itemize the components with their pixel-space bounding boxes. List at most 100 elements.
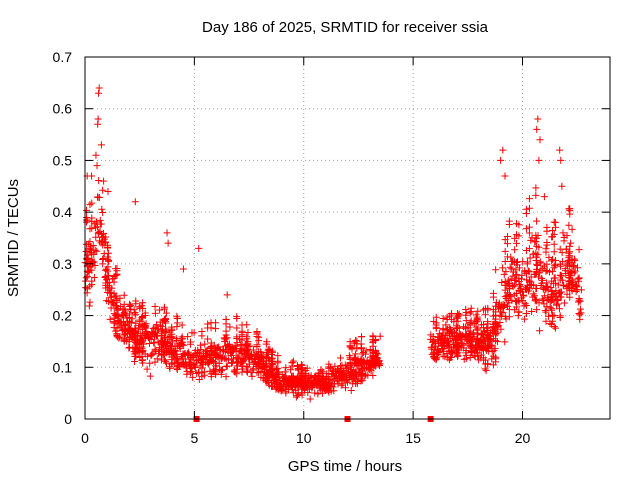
y-tick-label: 0: [64, 411, 72, 427]
data-point: [533, 306, 541, 314]
data-point: [559, 229, 567, 237]
data-point: [151, 309, 159, 317]
data-point: [223, 334, 231, 342]
data-point: [86, 201, 94, 209]
data-point: [557, 288, 565, 296]
data-point: [481, 356, 489, 364]
data-point: [561, 299, 569, 307]
data-point: [503, 240, 511, 248]
data-point: [551, 218, 559, 226]
data-point: [233, 339, 241, 347]
data-point: [575, 296, 583, 304]
data-point: [298, 391, 306, 399]
data-point: [207, 324, 215, 332]
data-point: [458, 340, 466, 348]
data-point: [143, 365, 151, 373]
data-point: [518, 271, 526, 279]
data-point: [106, 315, 114, 323]
data-point: [548, 305, 556, 313]
data-point: [82, 277, 90, 285]
data-point: [264, 353, 272, 361]
data-point: [218, 367, 226, 375]
y-tick-label: 0.4: [53, 204, 73, 220]
data-point: [541, 292, 549, 300]
data-point: [473, 313, 481, 321]
data-point: [210, 341, 218, 349]
data-point: [99, 209, 107, 217]
data-point: [576, 311, 584, 319]
x-tick-label: 15: [405, 430, 421, 446]
data-point: [130, 306, 138, 314]
data-point: [571, 257, 579, 265]
data-point: [575, 274, 583, 282]
data-point: [86, 298, 94, 306]
data-point: [543, 282, 551, 290]
data-point: [168, 325, 176, 333]
data-point: [184, 333, 192, 341]
data-point: [330, 387, 338, 395]
data-point: [508, 296, 516, 304]
data-point: [566, 248, 574, 256]
data-point: [86, 238, 94, 246]
data-point: [481, 311, 489, 319]
data-point: [532, 184, 540, 192]
data-point: [246, 342, 254, 350]
data-point: [474, 307, 482, 315]
data-point: [519, 292, 527, 300]
data-point: [563, 232, 571, 240]
data-point: [550, 323, 558, 331]
data-point: [549, 267, 557, 275]
data-point: [93, 218, 101, 226]
data-point: [186, 369, 194, 377]
data-point: [253, 328, 261, 336]
data-point: [550, 248, 558, 256]
data-point: [543, 260, 551, 268]
data-point: [470, 333, 478, 341]
data-point: [110, 278, 118, 286]
data-point: [467, 304, 475, 312]
data-point: [526, 254, 534, 262]
data-point: [358, 344, 366, 352]
data-point: [308, 384, 316, 392]
data-point: [506, 285, 514, 293]
data-point: [493, 338, 501, 346]
data-point: [442, 321, 450, 329]
data-point: [535, 156, 543, 164]
data-point: [532, 191, 540, 199]
data-point: [162, 327, 170, 335]
data-point: [474, 317, 482, 325]
data-point: [545, 253, 553, 261]
data-point: [95, 176, 103, 184]
data-point: [361, 372, 369, 380]
data-point: [488, 348, 496, 356]
data-point: [91, 246, 99, 254]
data-point: [249, 366, 257, 374]
data-point: [554, 300, 562, 308]
data-point: [188, 368, 196, 376]
data-point: [550, 240, 558, 248]
data-point: [493, 323, 501, 331]
data-point: [293, 392, 301, 400]
data-point: [93, 247, 101, 255]
data-point: [90, 250, 98, 258]
data-point: [90, 273, 98, 281]
data-point: [549, 226, 557, 234]
data-point: [558, 276, 566, 284]
data-point: [507, 253, 515, 261]
data-point: [430, 349, 438, 357]
data-point: [484, 304, 492, 312]
data-point: [93, 162, 101, 170]
data-point: [501, 338, 509, 346]
data-point: [190, 329, 198, 337]
data-point: [132, 344, 140, 352]
data-point: [517, 283, 525, 291]
data-point: [536, 258, 544, 266]
data-point: [522, 301, 530, 309]
data-point: [533, 125, 541, 133]
data-point: [532, 257, 540, 265]
data-point: [139, 359, 147, 367]
data-point: [197, 346, 205, 354]
data-point: [132, 352, 140, 360]
y-tick-label: 0.6: [53, 101, 73, 117]
